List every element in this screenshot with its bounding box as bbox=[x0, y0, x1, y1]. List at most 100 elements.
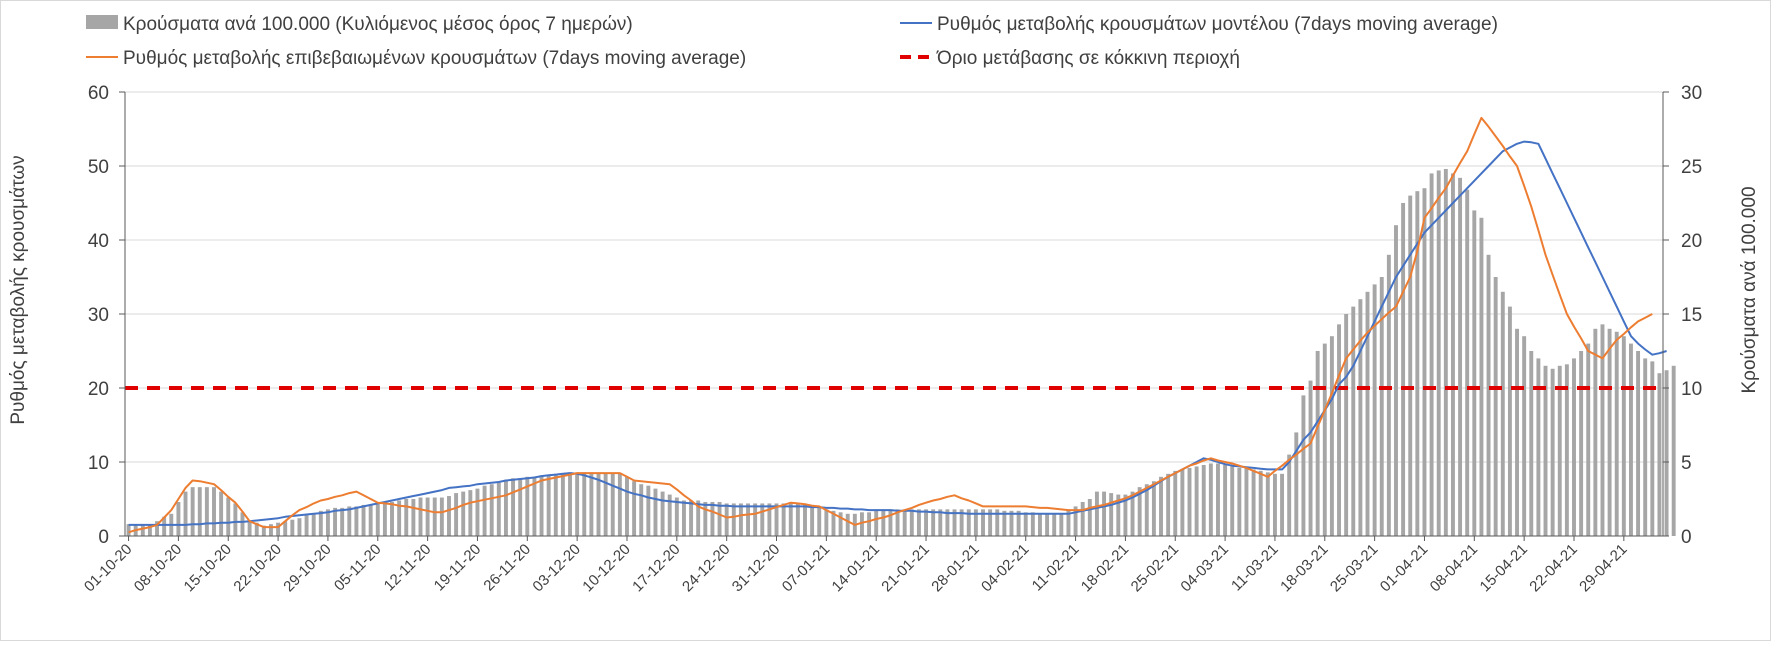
bar bbox=[660, 491, 665, 536]
bar bbox=[1009, 510, 1014, 536]
left-axis-ticks: 0 10 20 30 40 50 60 bbox=[88, 83, 109, 548]
bar bbox=[162, 516, 167, 536]
bar bbox=[1329, 336, 1334, 536]
bar bbox=[995, 509, 1000, 536]
left-tick-label: 20 bbox=[88, 379, 109, 400]
bar bbox=[824, 509, 829, 536]
bar bbox=[1023, 512, 1028, 536]
bar bbox=[952, 509, 957, 536]
bar bbox=[318, 510, 323, 536]
bar bbox=[311, 513, 316, 536]
bar bbox=[639, 484, 644, 536]
bar bbox=[945, 509, 950, 536]
bar bbox=[1586, 343, 1591, 536]
legend-label: Κρούσματα ανά 100.000 (Κυλιόμενος μέσος … bbox=[123, 14, 633, 35]
bar bbox=[397, 500, 402, 536]
bar bbox=[532, 476, 537, 536]
bar bbox=[1337, 324, 1341, 536]
bar bbox=[1507, 306, 1512, 536]
left-tick-label: 30 bbox=[88, 305, 109, 326]
bar bbox=[1472, 210, 1477, 536]
bar bbox=[753, 503, 758, 536]
bar bbox=[1401, 203, 1406, 536]
bar bbox=[803, 503, 807, 536]
bar bbox=[1372, 284, 1377, 536]
bar bbox=[603, 473, 608, 536]
bar bbox=[1344, 314, 1349, 536]
bar bbox=[860, 512, 864, 536]
bar bbox=[653, 488, 658, 536]
bar bbox=[1265, 472, 1270, 536]
bar bbox=[254, 522, 259, 536]
bar bbox=[717, 501, 722, 536]
bar bbox=[1386, 254, 1391, 537]
bar bbox=[347, 506, 352, 536]
bar bbox=[183, 491, 188, 536]
bar bbox=[1529, 351, 1534, 536]
bar bbox=[233, 503, 238, 536]
bar bbox=[909, 509, 914, 536]
bar bbox=[126, 524, 131, 536]
right-tick-label: 0 bbox=[1681, 527, 1692, 548]
bar bbox=[1244, 467, 1249, 536]
bar bbox=[297, 518, 302, 536]
bar bbox=[304, 515, 309, 536]
bar bbox=[966, 509, 971, 536]
bar bbox=[1394, 225, 1398, 536]
bar bbox=[1159, 476, 1163, 536]
bar bbox=[1493, 277, 1498, 536]
bar bbox=[1308, 380, 1313, 536]
bar bbox=[539, 475, 544, 536]
bar bbox=[1094, 491, 1099, 536]
bar bbox=[1030, 512, 1035, 536]
bar bbox=[1216, 463, 1220, 536]
bar bbox=[247, 521, 252, 536]
bar bbox=[1052, 513, 1057, 536]
bar bbox=[582, 472, 587, 536]
bar bbox=[724, 503, 729, 536]
bar bbox=[938, 509, 943, 536]
bar bbox=[354, 506, 359, 536]
bar bbox=[916, 509, 921, 536]
bar bbox=[1272, 473, 1277, 536]
legend-label: Ρυθμός μεταβολής κρουσμάτων μοντέλου (7d… bbox=[937, 14, 1498, 35]
bar bbox=[931, 509, 936, 536]
left-tick-label: 10 bbox=[88, 453, 109, 474]
model-rate-line bbox=[128, 140, 1667, 526]
bar bbox=[1522, 336, 1527, 536]
bar bbox=[1422, 188, 1427, 536]
bar bbox=[959, 509, 964, 536]
bar bbox=[240, 512, 245, 536]
bar bbox=[1564, 364, 1569, 536]
bar bbox=[902, 509, 907, 536]
bar bbox=[290, 519, 295, 536]
bar bbox=[1251, 469, 1256, 536]
bar bbox=[560, 473, 565, 536]
bar bbox=[1650, 361, 1655, 536]
bar bbox=[1429, 173, 1434, 536]
bar bbox=[1087, 499, 1092, 536]
bar bbox=[418, 497, 423, 536]
bar bbox=[589, 472, 594, 536]
bar bbox=[646, 485, 651, 536]
bar bbox=[197, 487, 202, 536]
bar bbox=[261, 525, 266, 536]
right-tick-label: 20 bbox=[1681, 231, 1702, 252]
bar bbox=[1151, 481, 1156, 536]
bar bbox=[489, 484, 494, 536]
bar bbox=[617, 473, 622, 536]
bar bbox=[1415, 191, 1420, 536]
bar bbox=[1208, 463, 1213, 536]
bar bbox=[1536, 358, 1541, 536]
bar bbox=[1365, 291, 1370, 536]
bar bbox=[845, 513, 850, 536]
bar bbox=[1643, 358, 1648, 536]
right-tick-label: 10 bbox=[1681, 379, 1702, 400]
bar bbox=[1443, 168, 1448, 536]
bar bbox=[838, 512, 843, 536]
bar bbox=[689, 500, 694, 536]
bar bbox=[340, 507, 345, 536]
bar bbox=[817, 506, 822, 536]
bar bbox=[1301, 395, 1306, 536]
bar bbox=[881, 510, 886, 536]
